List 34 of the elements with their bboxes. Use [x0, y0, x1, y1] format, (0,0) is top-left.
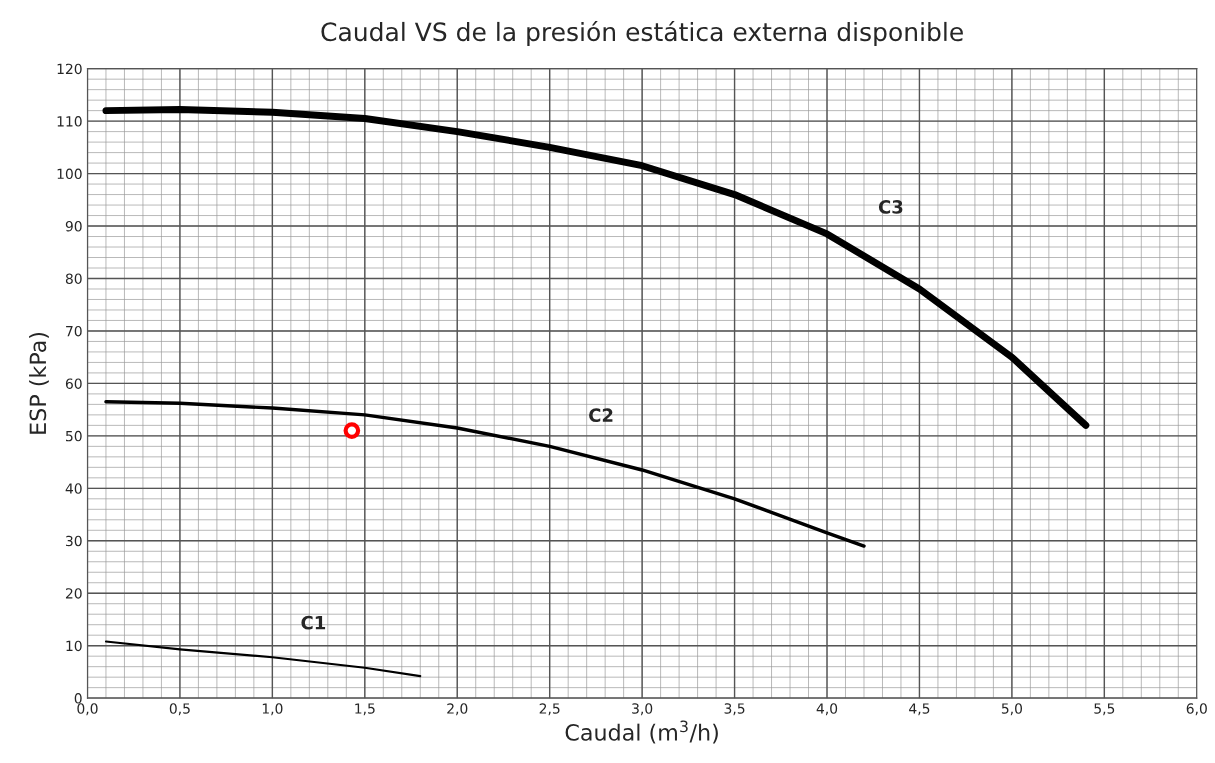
y-tick-label: 30 [66, 535, 82, 547]
x-tick-label: 3,5 [724, 703, 745, 716]
y-axis-title: ESP (kPa) [29, 332, 49, 434]
y-tick-label: 40 [65, 483, 82, 494]
y-tick-label: 50 [66, 430, 82, 442]
y-tick-label: 60 [65, 378, 82, 389]
series-label: C1 [301, 615, 326, 630]
x-tick-label: 0,0 [77, 703, 98, 716]
x-tick-label: 6,0 [1186, 703, 1207, 716]
line-series [104, 640, 422, 678]
x-tick-label: 5,5 [1094, 703, 1115, 716]
x-tick-label: 3,0 [632, 703, 653, 716]
x-tick-label: 0,5 [169, 703, 190, 716]
x-tick-label: 1,0 [262, 703, 283, 716]
x-tick-label: 4,0 [816, 703, 838, 716]
y-tick-label: 0 [74, 693, 82, 704]
y-tick-label: 100 [57, 168, 82, 180]
y-tick-label: 120 [57, 63, 82, 75]
x-tick-label: 1,5 [355, 703, 375, 716]
chart-title: Caudal VS de la presión estática externa disponible [321, 20, 963, 47]
x-tick-label: 4,5 [909, 703, 930, 716]
x-axis-title: Caudal (m$^{3}$/h) [565, 720, 718, 744]
line-series [104, 400, 866, 548]
series-label: C2 [589, 408, 613, 423]
y-tick-label: 20 [65, 588, 82, 599]
y-tick-label: 10 [66, 640, 82, 652]
x-tick-label: 5,0 [1001, 703, 1023, 716]
y-tick-label: 90 [65, 221, 82, 232]
x-tick-label: 2,5 [539, 703, 560, 716]
y-tick-label: 70 [66, 325, 82, 337]
y-tick-label: 80 [65, 273, 82, 284]
x-tick-label: 2,0 [447, 703, 468, 716]
y-tick-label: 110 [57, 116, 82, 127]
text: C3 [878, 200, 903, 214]
